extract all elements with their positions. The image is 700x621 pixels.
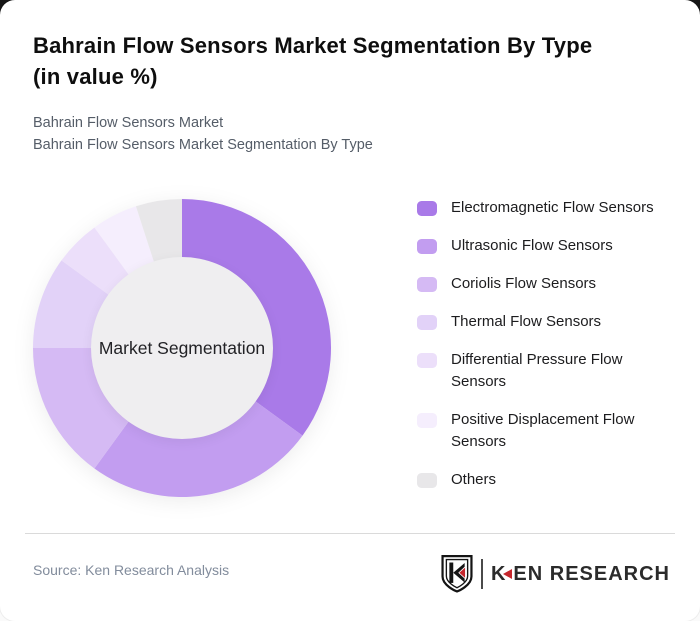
donut-segments	[33, 199, 331, 497]
legend-swatch-icon	[417, 412, 437, 428]
legend-swatch-icon	[417, 314, 437, 330]
donut-segment-5	[61, 227, 130, 296]
logo-wordmark: K EN RESEARCH	[491, 563, 670, 586]
subtitle-line-1: Bahrain Flow Sensors Market	[33, 115, 224, 131]
donut-segment-1	[182, 199, 331, 436]
donut-center-label: Market Segmentation	[98, 337, 266, 358]
donut-segment-2	[94, 400, 303, 497]
donut-segment-6	[94, 206, 155, 276]
donut-segment-4	[33, 260, 110, 348]
logo-red-triangle-icon	[503, 568, 513, 579]
subtitle-line-2: Bahrain Flow Sensors Market Segmentation…	[33, 137, 373, 154]
donut-segment-3	[33, 348, 130, 469]
logo-text-rest: EN RESEARCH	[513, 562, 670, 585]
legend-item-3: Coriolis Flow Sensors	[417, 273, 662, 295]
legend-swatch-icon	[417, 472, 437, 488]
legend-swatch-icon	[417, 200, 437, 216]
legend-item-1: Electromagnetic Flow Sensors	[417, 197, 662, 219]
legend-item-label: Electromagnetic Flow Sensors	[451, 199, 654, 216]
legend-item-label: Thermal Flow Sensors	[451, 313, 602, 330]
legend-item-4: Thermal Flow Sensors	[417, 311, 662, 333]
legend-item-label: Others	[451, 471, 497, 488]
legend-item-5: Differential Pressure Flow Sensors	[417, 349, 662, 393]
legend-item-7: Others	[417, 469, 662, 491]
legend-swatch-icon	[417, 276, 437, 292]
legend-item-label: Differential Pressure Flow Sensors	[451, 351, 623, 390]
subtitle-block: Bahrain Flow Sensors Market Bahrain Flow…	[33, 112, 653, 157]
logo-letter-k: K	[490, 562, 507, 585]
source-note: Source: Ken Research Analysis	[33, 562, 230, 578]
legend-item-6: Positive Displacement Flow Sensors	[417, 409, 662, 453]
legend-item-2: Ultrasonic Flow Sensors	[417, 235, 662, 257]
page-title: Bahrain Flow Sensors Market Segmentation…	[33, 33, 593, 90]
ken-research-logo: K EN RESEARCH	[440, 554, 670, 594]
legend-item-label: Positive Displacement Flow Sensors	[451, 411, 635, 450]
donut-segment-7	[135, 199, 182, 264]
ken-research-shield-icon	[441, 555, 473, 593]
legend: Electromagnetic Flow Sensors Ultrasonic F…	[417, 197, 662, 507]
footer-divider	[25, 533, 675, 534]
legend-item-label: Ultrasonic Flow Sensors	[451, 237, 613, 254]
legend-swatch-icon	[417, 238, 437, 254]
donut-center-circle: Market Segmentation	[91, 257, 273, 439]
donut-chart: Market Segmentation	[33, 199, 331, 497]
legend-swatch-icon	[417, 352, 437, 368]
logo-separator	[480, 559, 483, 589]
legend-item-label: Coriolis Flow Sensors	[451, 275, 597, 292]
